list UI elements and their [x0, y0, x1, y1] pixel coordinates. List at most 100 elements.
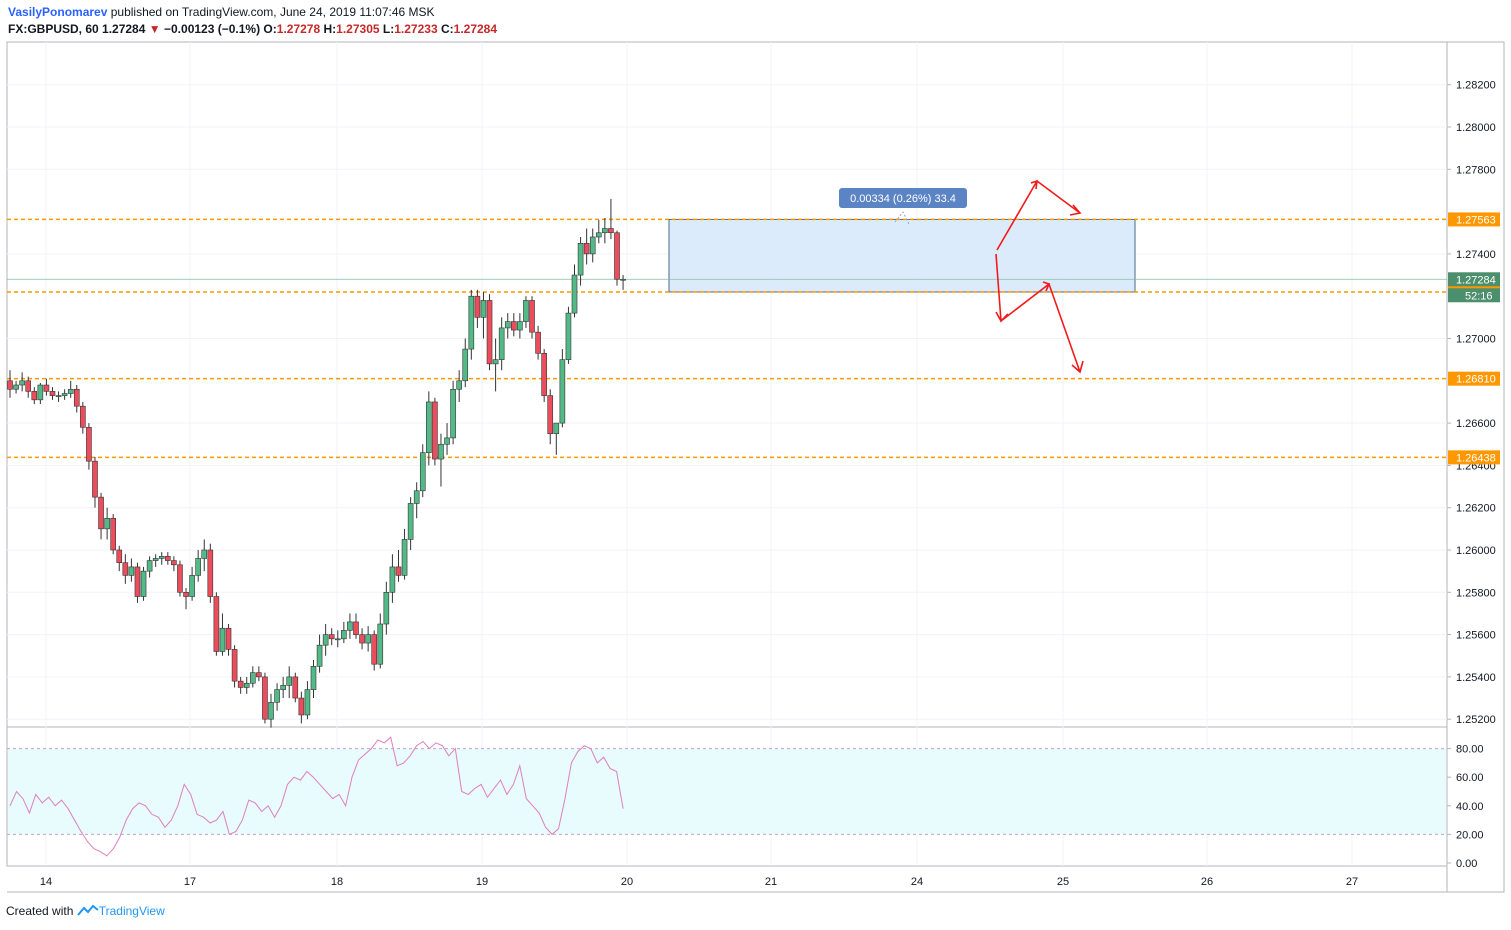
candle[interactable]: [219, 627, 226, 652]
candle[interactable]: [511, 321, 517, 331]
candle[interactable]: [571, 274, 578, 314]
candle[interactable]: [67, 388, 74, 394]
candle[interactable]: [304, 689, 311, 716]
scenario-arrows[interactable]: [995, 179, 1084, 374]
candle[interactable]: [152, 558, 159, 561]
candle[interactable]: [341, 630, 347, 640]
candle[interactable]: [140, 570, 147, 597]
candle[interactable]: [231, 649, 238, 682]
candle[interactable]: [365, 634, 371, 644]
candle[interactable]: [189, 575, 195, 597]
candle[interactable]: [492, 359, 499, 365]
candle[interactable]: [225, 627, 232, 650]
candle[interactable]: [268, 701, 274, 720]
candle[interactable]: [474, 295, 481, 318]
candle[interactable]: [80, 405, 86, 428]
candle[interactable]: [377, 623, 384, 665]
candle[interactable]: [292, 676, 299, 699]
candle[interactable]: [310, 666, 317, 690]
candle[interactable]: [61, 393, 68, 396]
candle[interactable]: [92, 460, 98, 498]
candle[interactable]: [256, 672, 262, 678]
candle[interactable]: [620, 278, 626, 281]
candle[interactable]: [19, 380, 25, 386]
candle[interactable]: [407, 503, 414, 540]
candle[interactable]: [280, 685, 286, 690]
candle[interactable]: [547, 395, 554, 434]
candle[interactable]: [559, 359, 566, 424]
candle[interactable]: [529, 300, 535, 333]
candle[interactable]: [395, 566, 402, 576]
candle[interactable]: [243, 682, 250, 688]
candle[interactable]: [419, 452, 426, 492]
candle[interactable]: [31, 391, 38, 401]
candle[interactable]: [589, 236, 596, 255]
candle[interactable]: [413, 490, 420, 504]
candle[interactable]: [207, 549, 214, 597]
candle[interactable]: [389, 566, 396, 593]
candle[interactable]: [195, 558, 201, 576]
candle[interactable]: [438, 443, 444, 460]
candle[interactable]: [401, 539, 408, 576]
candle[interactable]: [171, 560, 177, 566]
candle[interactable]: [128, 566, 135, 576]
candle[interactable]: [7, 380, 13, 390]
candle[interactable]: [116, 549, 123, 563]
candle[interactable]: [595, 232, 602, 238]
candle[interactable]: [565, 312, 572, 360]
candle[interactable]: [553, 422, 560, 434]
candle[interactable]: [480, 300, 487, 318]
candle[interactable]: [353, 621, 359, 635]
candle[interactable]: [183, 591, 189, 597]
candle[interactable]: [426, 401, 432, 454]
candle[interactable]: [541, 353, 547, 396]
candle[interactable]: [498, 327, 505, 360]
candle[interactable]: [158, 556, 165, 559]
candle[interactable]: [104, 517, 110, 530]
candle[interactable]: [462, 348, 469, 382]
candle[interactable]: [43, 384, 50, 392]
candle[interactable]: [37, 384, 44, 401]
candle[interactable]: [371, 634, 378, 665]
supply-zone-rect[interactable]: [668, 218, 1136, 293]
author-link[interactable]: VasilyPonomarev: [8, 5, 108, 19]
candle[interactable]: [432, 401, 438, 460]
candle[interactable]: [86, 427, 92, 462]
candle[interactable]: [577, 243, 584, 276]
candle[interactable]: [286, 676, 293, 686]
candle[interactable]: [250, 672, 256, 684]
candle[interactable]: [134, 566, 141, 597]
rsi-line[interactable]: [9, 736, 624, 857]
candle[interactable]: [213, 596, 220, 652]
footer-brand[interactable]: TradingView: [98, 904, 165, 918]
candle[interactable]: [468, 295, 475, 350]
candle[interactable]: [359, 634, 365, 644]
candle[interactable]: [334, 638, 341, 641]
candle[interactable]: [177, 564, 183, 593]
candle[interactable]: [347, 621, 353, 631]
candle[interactable]: [328, 634, 335, 640]
candle[interactable]: [237, 680, 244, 688]
candle[interactable]: [456, 380, 462, 390]
price-axis[interactable]: [1446, 41, 1505, 893]
candle[interactable]: [322, 634, 329, 646]
candle[interactable]: [504, 321, 511, 329]
candle[interactable]: [316, 644, 323, 667]
candle[interactable]: [523, 300, 529, 322]
price-pane[interactable]: [6, 41, 1448, 728]
candle[interactable]: [73, 388, 80, 407]
candle[interactable]: [13, 384, 19, 390]
candle[interactable]: [444, 437, 450, 445]
candle[interactable]: [608, 228, 614, 234]
candle[interactable]: [383, 591, 390, 625]
candle[interactable]: [298, 697, 305, 716]
candle[interactable]: [486, 300, 493, 365]
candle[interactable]: [146, 560, 153, 572]
candle[interactable]: [98, 496, 104, 530]
candle[interactable]: [110, 517, 116, 551]
candle[interactable]: [201, 549, 208, 559]
candle[interactable]: [262, 676, 268, 720]
candle[interactable]: [274, 689, 280, 703]
candle[interactable]: [165, 556, 171, 561]
